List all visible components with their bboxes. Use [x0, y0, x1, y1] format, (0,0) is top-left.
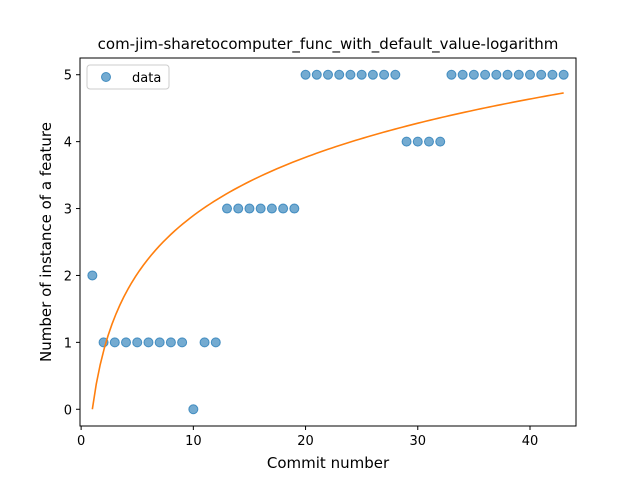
legend-marker-data	[101, 72, 111, 82]
data-point-5	[143, 337, 154, 348]
data-point-16	[266, 203, 277, 214]
y-tick-label-3: 3	[64, 203, 72, 218]
fit-line	[91, 92, 564, 410]
chart-title: com-jim-sharetocomputer_func_with_defaul…	[98, 35, 559, 54]
data-point-26	[379, 69, 390, 80]
data-point-10	[199, 337, 210, 348]
data-point-25	[367, 69, 378, 80]
y-tick-label-0: 0	[64, 403, 72, 418]
data-point-2	[109, 337, 120, 348]
data-point-24	[356, 69, 367, 80]
data-point-42	[558, 69, 569, 80]
data-point-28	[401, 136, 412, 147]
data-point-37	[502, 69, 513, 80]
data-point-38	[513, 69, 524, 80]
plot-area: 0 10 20 30 40 0 1 2 3 4 5	[64, 57, 577, 449]
data-point-19	[300, 69, 311, 80]
x-tick-label-4: 40	[522, 434, 539, 449]
legend-box	[86, 64, 170, 90]
x-tick-label-3: 30	[410, 434, 427, 449]
legend-label-data: data	[132, 71, 161, 86]
data-point-0	[87, 270, 98, 281]
data-point-34	[468, 69, 479, 80]
y-tick-label-5: 5	[64, 69, 72, 84]
axes-frame	[79, 57, 577, 427]
data-point-23	[345, 69, 356, 80]
legend: data	[86, 64, 170, 90]
data-point-20	[311, 69, 322, 80]
x-axis-label: Commit number	[267, 454, 390, 472]
data-point-27	[390, 69, 401, 80]
data-point-15	[255, 203, 266, 214]
y-tick-label-4: 4	[64, 136, 72, 151]
data-point-32	[446, 69, 457, 80]
data-point-8	[177, 337, 188, 348]
data-point-7	[165, 337, 176, 348]
x-tick-label-0: 0	[77, 434, 85, 449]
x-tick-label-2: 20	[297, 434, 314, 449]
data-point-11	[210, 337, 221, 348]
data-point-41	[547, 69, 558, 80]
data-point-18	[289, 203, 300, 214]
y-tick-label-2: 2	[64, 269, 72, 284]
data-point-40	[536, 69, 547, 80]
data-point-9	[188, 404, 199, 415]
y-tick-label-1: 1	[64, 336, 72, 351]
data-point-36	[491, 69, 502, 80]
y-axis-label: Number of instance of a feature	[37, 122, 55, 362]
data-point-17	[278, 203, 289, 214]
data-point-12	[222, 203, 233, 214]
data-point-35	[480, 69, 491, 80]
data-point-13	[233, 203, 244, 214]
data-point-29	[412, 136, 423, 147]
x-tick-label-1: 10	[185, 434, 202, 449]
data-point-6	[154, 337, 165, 348]
data-point-31	[435, 136, 446, 147]
data-point-22	[334, 69, 345, 80]
data-point-39	[524, 69, 535, 80]
data-point-4	[132, 337, 143, 348]
data-point-30	[423, 136, 434, 147]
data-point-14	[244, 203, 255, 214]
data-point-33	[457, 69, 468, 80]
data-point-21	[323, 69, 333, 80]
data-point-3	[121, 337, 132, 348]
